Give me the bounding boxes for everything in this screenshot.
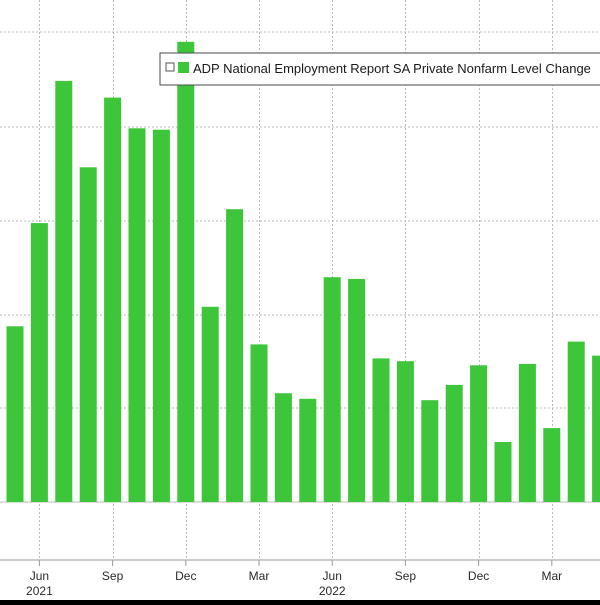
bar: [275, 393, 292, 502]
x-tick-label: Jun: [323, 569, 342, 583]
bar: [202, 307, 219, 502]
bar: [470, 365, 487, 502]
legend: ADP National Employment Report SA Privat…: [160, 53, 600, 85]
bar: [421, 400, 438, 502]
x-tick-label: Dec: [175, 569, 196, 583]
legend-toggle-icon[interactable]: [166, 63, 174, 71]
bar: [153, 130, 170, 502]
x-tick-label: Sep: [395, 569, 417, 583]
bar: [519, 364, 536, 502]
bar: [324, 277, 341, 502]
legend-label: ADP National Employment Report SA Privat…: [193, 61, 591, 76]
bar: [177, 42, 194, 502]
bar: [495, 442, 512, 502]
x-tick-label: Dec: [468, 569, 489, 583]
x-tick-label: Mar: [541, 569, 562, 583]
legend-swatch: [178, 62, 189, 73]
x-tick-label: Sep: [102, 569, 124, 583]
bar: [226, 209, 243, 502]
bar: [7, 326, 24, 502]
x-year-label: 2022: [319, 584, 346, 598]
bar: [129, 128, 146, 502]
x-tick-label: Mar: [249, 569, 270, 583]
x-tick-label: Jun: [30, 569, 49, 583]
bar: [568, 342, 585, 502]
bar: [592, 356, 600, 502]
bar: [251, 344, 268, 502]
bar: [543, 428, 560, 502]
bar: [446, 385, 463, 502]
bar: [104, 98, 121, 502]
bar: [31, 223, 48, 502]
x-year-label: 2021: [26, 584, 53, 598]
bar: [348, 279, 365, 502]
bar: [55, 81, 72, 502]
bar: [373, 358, 390, 502]
bar: [80, 167, 97, 502]
bar: [397, 361, 414, 502]
bar: [299, 399, 316, 502]
